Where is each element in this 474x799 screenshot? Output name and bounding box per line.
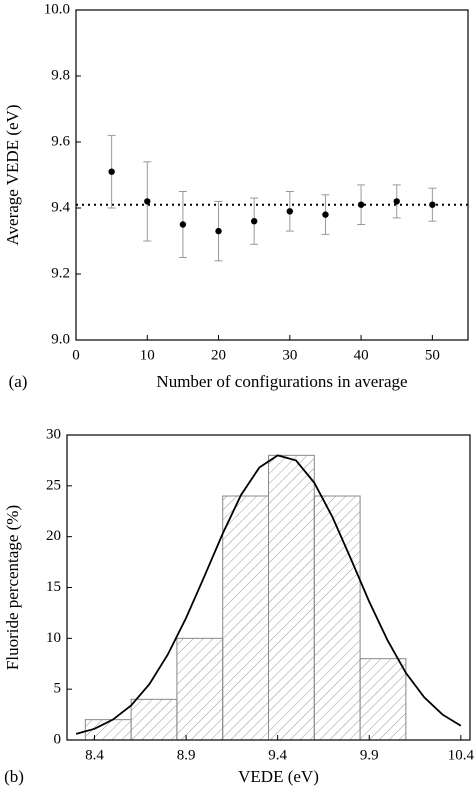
x-tick-label: 10.4 — [448, 747, 474, 763]
point — [179, 221, 187, 228]
x-tick-label: 9.9 — [360, 747, 379, 763]
x-tick-label: 40 — [354, 347, 369, 363]
bar — [268, 454, 315, 741]
x-axis-label: Number of configurations in average — [156, 372, 407, 391]
x-tick-label: 50 — [425, 347, 440, 363]
y-tick-label: 9.8 — [51, 67, 70, 83]
x-tick-label: 8.9 — [177, 747, 196, 763]
y-tick-label: 5 — [54, 681, 62, 697]
point — [357, 201, 365, 208]
fit-curve — [75, 454, 462, 735]
bar — [222, 495, 269, 741]
x-axis-label: VEDE (eV) — [238, 767, 319, 786]
bar — [359, 658, 407, 741]
x-tick-label: 10 — [140, 347, 155, 363]
y-tick-label: 10.0 — [44, 1, 70, 17]
y-tick-label: 9.0 — [51, 331, 70, 347]
plot-frame — [75, 9, 469, 341]
panel-label: (a) — [9, 372, 28, 391]
y-tick-label: 30 — [46, 426, 61, 442]
bar — [130, 698, 178, 741]
y-tick-label: 9.6 — [51, 133, 70, 149]
y-tick-label: 0 — [54, 731, 62, 747]
point — [108, 168, 115, 175]
panel-label: (b) — [4, 767, 24, 786]
y-tick-label: 9.4 — [51, 199, 70, 215]
y-tick-label: 15 — [46, 579, 61, 595]
y-tick-label: 25 — [46, 477, 61, 493]
point — [393, 198, 400, 205]
bar — [176, 637, 224, 741]
y-tick-label: 9.2 — [51, 265, 70, 281]
point — [322, 211, 329, 218]
bar — [313, 495, 361, 741]
y-axis-label: Average VEDE (eV) — [3, 105, 22, 246]
point — [215, 227, 222, 235]
point — [250, 218, 258, 225]
x-tick-label: 9.4 — [268, 747, 287, 763]
y-tick-label: 10 — [46, 630, 61, 646]
x-tick-label: 8.4 — [85, 747, 104, 763]
x-tick-label: 30 — [282, 347, 297, 363]
point — [144, 198, 151, 205]
y-tick-label: 20 — [46, 528, 61, 544]
point — [286, 208, 294, 215]
y-axis-label: Fluoride percentage (%) — [3, 505, 22, 670]
x-tick-label: 20 — [211, 347, 226, 363]
point — [429, 201, 436, 208]
x-tick-label: 0 — [72, 347, 80, 363]
